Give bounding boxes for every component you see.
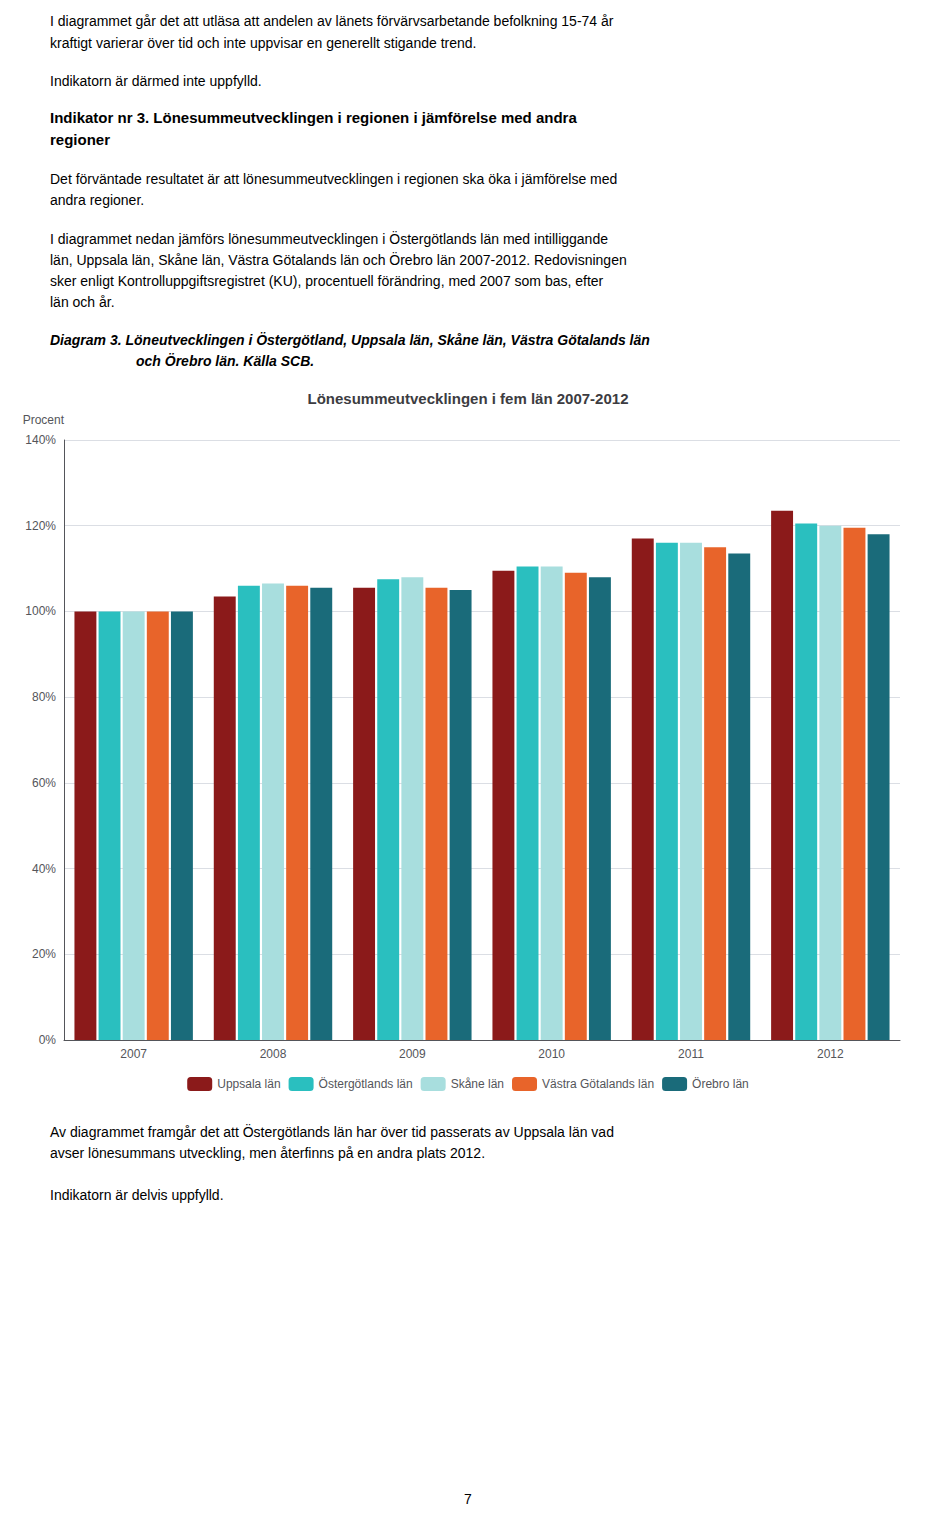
svg-text:Västra Götalands län: Västra Götalands län bbox=[542, 1077, 654, 1091]
svg-text:och Örebro län. Källa SCB.: och Örebro län. Källa SCB. bbox=[136, 353, 314, 369]
svg-text:140%: 140% bbox=[25, 433, 56, 447]
svg-text:Lönesummeutvecklingen i fem lä: Lönesummeutvecklingen i fem län 2007-201… bbox=[308, 390, 629, 407]
svg-text:kraftigt varierar över tid och: kraftigt varierar över tid och inte uppv… bbox=[50, 35, 476, 51]
svg-text:0%: 0% bbox=[39, 1033, 57, 1047]
svg-text:Uppsala län: Uppsala län bbox=[217, 1077, 280, 1091]
svg-text:Örebro län: Örebro län bbox=[692, 1077, 749, 1091]
svg-text:Indikatorn är därmed inte uppf: Indikatorn är därmed inte uppfylld. bbox=[50, 73, 262, 89]
svg-text:regioner: regioner bbox=[50, 131, 110, 148]
svg-text:Det förväntade resultatet är a: Det förväntade resultatet är att lönesum… bbox=[50, 171, 617, 187]
svg-text:80%: 80% bbox=[32, 690, 56, 704]
svg-text:län, Uppsala län, Skåne län, V: län, Uppsala län, Skåne län, Västra Göta… bbox=[50, 251, 627, 268]
svg-text:2011: 2011 bbox=[678, 1047, 704, 1061]
svg-text:Diagram 3. Löneutvecklingen i: Diagram 3. Löneutvecklingen i Östergötla… bbox=[50, 332, 650, 348]
svg-text:I diagrammet nedan jämförs lön: I diagrammet nedan jämförs lönesummeutve… bbox=[50, 230, 608, 247]
svg-text:40%: 40% bbox=[32, 862, 56, 876]
svg-text:Av diagrammet framgår det att: Av diagrammet framgår det att Östergötla… bbox=[50, 1123, 614, 1140]
svg-text:120%: 120% bbox=[25, 519, 56, 533]
svg-text:län och år.: län och år. bbox=[50, 294, 115, 310]
svg-text:60%: 60% bbox=[32, 776, 56, 790]
svg-text:2008: 2008 bbox=[260, 1047, 287, 1061]
svg-text:Indikator nr 3. Lönesummeutvec: Indikator nr 3. Lönesummeutvecklingen i … bbox=[50, 109, 577, 126]
svg-text:Östergötlands län: Östergötlands län bbox=[319, 1077, 413, 1091]
svg-text:andra regioner.: andra regioner. bbox=[50, 192, 144, 208]
svg-text:100%: 100% bbox=[25, 604, 56, 618]
svg-text:sker enligt Kontrolluppgiftsre: sker enligt Kontrolluppgiftsregistret (K… bbox=[50, 273, 604, 289]
svg-text:2010: 2010 bbox=[538, 1047, 565, 1061]
svg-text:Procent: Procent bbox=[23, 413, 65, 427]
svg-text:20%: 20% bbox=[32, 947, 56, 961]
svg-text:Indikatorn är delvis uppfylld.: Indikatorn är delvis uppfylld. bbox=[50, 1187, 224, 1203]
svg-text:2009: 2009 bbox=[399, 1047, 426, 1061]
svg-text:avser lönesummans utveckling,: avser lönesummans utveckling, men återfi… bbox=[50, 1145, 485, 1161]
svg-text:7: 7 bbox=[464, 1491, 472, 1507]
svg-text:Skåne län: Skåne län bbox=[451, 1077, 504, 1091]
svg-text:I diagrammet går det att utläs: I diagrammet går det att utläsa att ande… bbox=[50, 13, 614, 29]
svg-text:2007: 2007 bbox=[120, 1047, 147, 1061]
svg-text:2012: 2012 bbox=[817, 1047, 844, 1061]
